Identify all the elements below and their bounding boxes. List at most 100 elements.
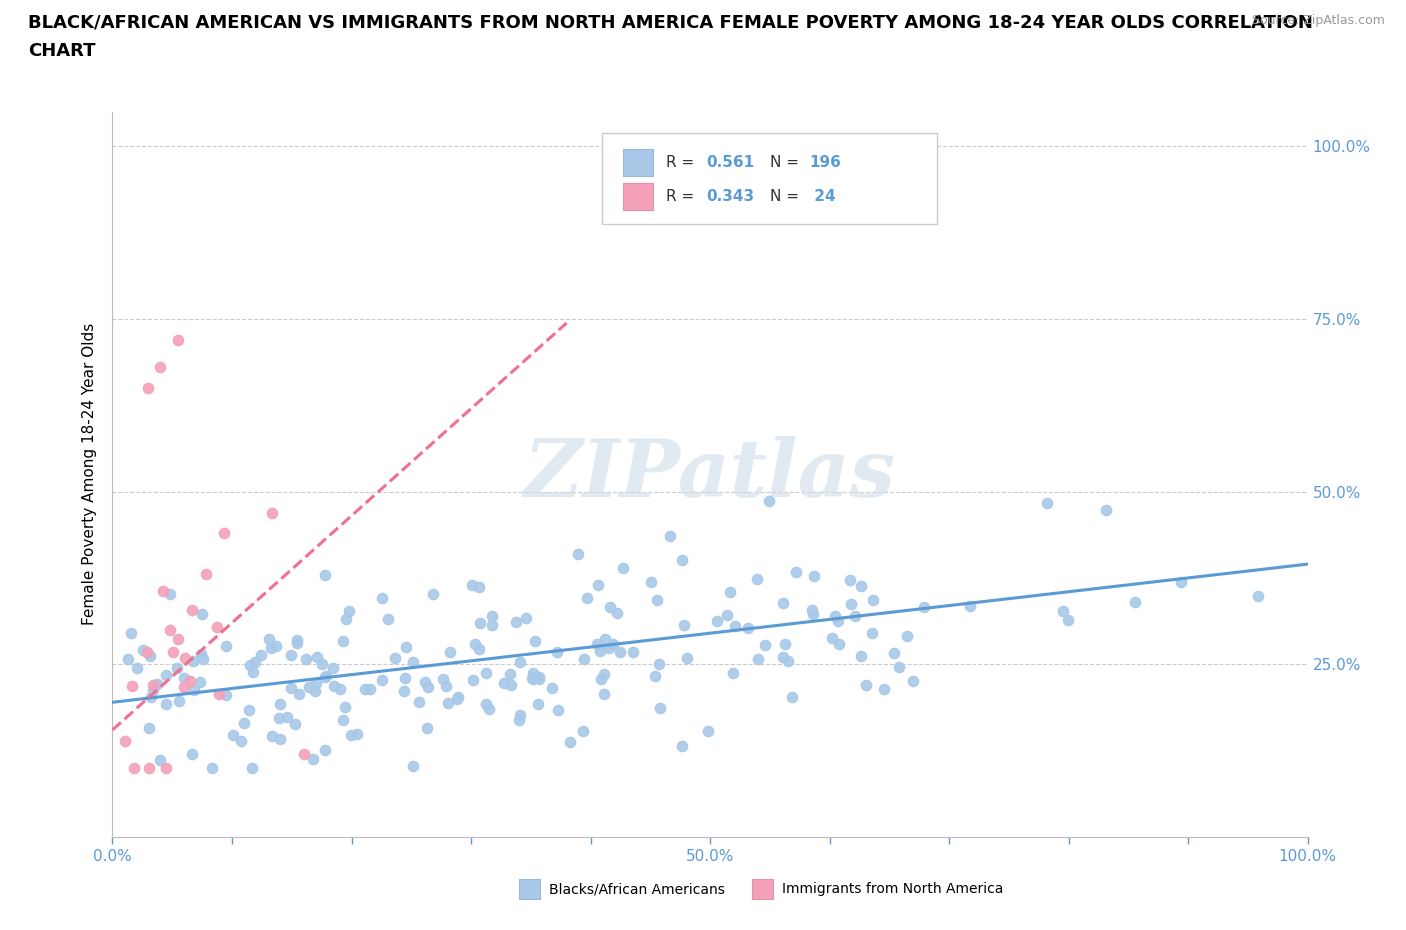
- Point: [508, 712, 530, 727]
- Point: [801, 603, 824, 618]
- Point: [179, 673, 201, 688]
- Point: [1035, 496, 1057, 511]
- Point: [315, 669, 337, 684]
- Point: [889, 660, 911, 675]
- Point: [243, 655, 266, 670]
- Point: [773, 637, 796, 652]
- Point: [183, 683, 205, 698]
- Point: [737, 621, 759, 636]
- Point: [447, 690, 470, 705]
- Point: [575, 591, 598, 605]
- Point: [589, 644, 612, 658]
- Point: [824, 608, 846, 623]
- Text: 24: 24: [810, 189, 835, 204]
- Text: Source: ZipAtlas.com: Source: ZipAtlas.com: [1251, 14, 1385, 27]
- Point: [509, 655, 531, 670]
- Point: [402, 759, 425, 774]
- Text: CHART: CHART: [28, 42, 96, 60]
- Point: [912, 599, 935, 614]
- Point: [159, 587, 181, 602]
- Point: [839, 572, 862, 587]
- Point: [155, 668, 177, 683]
- Point: [901, 673, 924, 688]
- Point: [269, 732, 291, 747]
- Text: R =: R =: [666, 155, 699, 170]
- Bar: [623, 149, 652, 176]
- Point: [437, 696, 460, 711]
- Point: [402, 655, 425, 670]
- Point: [214, 525, 236, 540]
- Point: [138, 721, 160, 736]
- Point: [149, 360, 172, 375]
- Point: [606, 605, 628, 620]
- Point: [311, 657, 333, 671]
- Point: [527, 670, 550, 684]
- Point: [142, 678, 165, 693]
- Point: [159, 622, 181, 637]
- Point: [586, 578, 609, 593]
- Point: [524, 633, 547, 648]
- Point: [132, 643, 155, 658]
- Point: [229, 733, 252, 748]
- Point: [188, 675, 211, 690]
- Point: [873, 681, 896, 696]
- Point: [640, 575, 662, 590]
- Point: [574, 651, 596, 666]
- Point: [474, 697, 496, 711]
- Point: [280, 647, 302, 662]
- Point: [335, 611, 357, 626]
- Point: [827, 614, 849, 629]
- Point: [167, 332, 190, 347]
- Point: [896, 629, 918, 644]
- Point: [1095, 502, 1118, 517]
- Point: [152, 583, 174, 598]
- Point: [862, 592, 884, 607]
- Point: [124, 761, 146, 776]
- Point: [673, 618, 696, 632]
- Point: [262, 728, 284, 743]
- Point: [260, 505, 283, 520]
- Point: [418, 679, 440, 694]
- Point: [284, 716, 307, 731]
- Point: [547, 702, 569, 717]
- Point: [593, 631, 616, 646]
- Point: [169, 694, 191, 709]
- Point: [772, 650, 794, 665]
- Point: [173, 680, 195, 695]
- Point: [323, 679, 346, 694]
- Point: [260, 640, 283, 655]
- Bar: [519, 879, 540, 899]
- Point: [671, 552, 693, 567]
- Text: R =: R =: [666, 189, 699, 204]
- Text: 0.343: 0.343: [706, 189, 755, 204]
- Point: [1056, 612, 1078, 627]
- Point: [117, 652, 139, 667]
- Point: [269, 697, 291, 711]
- Point: [478, 702, 501, 717]
- Point: [181, 654, 204, 669]
- Point: [460, 578, 482, 592]
- Point: [658, 529, 681, 544]
- Point: [849, 648, 872, 663]
- Text: Immigrants from North America: Immigrants from North America: [782, 883, 1002, 897]
- Point: [1052, 604, 1074, 618]
- Point: [280, 681, 302, 696]
- Point: [337, 604, 360, 618]
- Point: [959, 599, 981, 614]
- Point: [1170, 575, 1192, 590]
- Point: [339, 727, 361, 742]
- Point: [138, 380, 160, 395]
- Point: [591, 671, 613, 686]
- Point: [461, 672, 484, 687]
- Point: [146, 677, 169, 692]
- FancyBboxPatch shape: [603, 133, 938, 224]
- Point: [314, 742, 336, 757]
- Point: [558, 735, 581, 750]
- Point: [501, 677, 523, 692]
- Point: [546, 644, 568, 659]
- Point: [121, 679, 143, 694]
- Point: [527, 697, 550, 711]
- Point: [571, 724, 593, 738]
- Point: [522, 671, 544, 686]
- Point: [250, 647, 273, 662]
